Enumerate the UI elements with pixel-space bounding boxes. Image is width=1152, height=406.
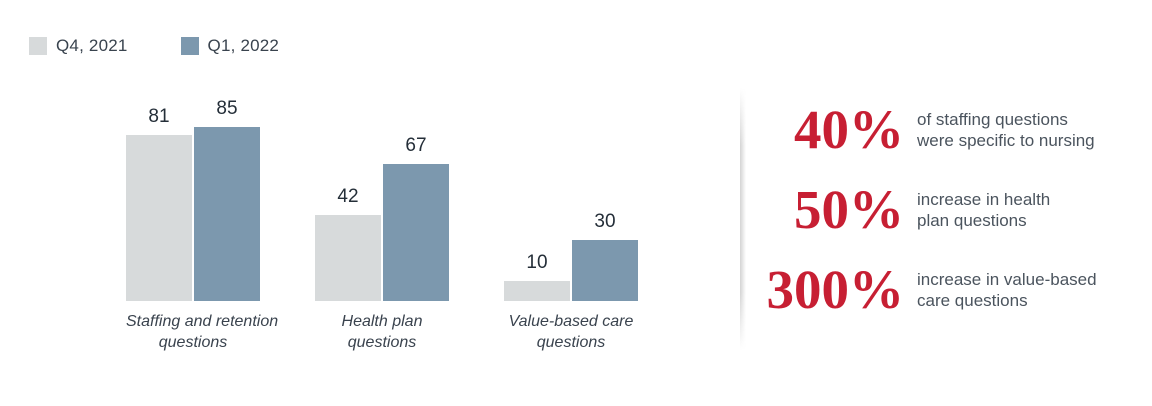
bar-wrap: 85 <box>194 98 260 301</box>
bar-group: 10 30 Value-based care questions <box>504 127 638 353</box>
stat-percentage: 300% <box>766 259 905 320</box>
bar-group: 42 67 Health plan questions <box>315 127 449 353</box>
bar <box>194 127 260 301</box>
stat-description: increase in value-based care questions <box>917 269 1097 310</box>
bar-value-label: 67 <box>405 135 427 156</box>
bar-pair: 42 67 <box>315 127 449 301</box>
stat-percentage: 50% <box>794 179 904 240</box>
bar-wrap: 30 <box>572 211 638 301</box>
bar-wrap: 67 <box>383 135 449 301</box>
bar-value-label: 85 <box>216 98 238 119</box>
bar <box>572 240 638 301</box>
category-label: Staffing and retention questions <box>126 313 279 351</box>
legend-item: Q1, 2022 <box>180 36 280 56</box>
stats-panel: 40% of staffing questions were specific to… <box>756 102 1097 317</box>
bar-pair: 10 30 <box>504 127 638 301</box>
bar-value-label: 81 <box>148 106 170 127</box>
category-label: Value-based care questions <box>508 313 634 351</box>
legend-label: Q1, 2022 <box>207 36 280 55</box>
chart-legend: Q4, 2021 Q1, 2022 <box>29 36 279 56</box>
stat-row: 50% increase in health plan questions <box>756 182 1097 237</box>
vertical-divider <box>740 88 746 350</box>
bar <box>383 164 449 301</box>
legend-item: Q4, 2021 <box>29 36 128 56</box>
legend-label: Q4, 2021 <box>56 36 128 55</box>
bar-chart: 81 85 Staffing and retention questions 42 67 H… <box>126 98 638 353</box>
bar-value-label: 42 <box>337 186 359 207</box>
stat-description: increase in health plan questions <box>917 189 1051 230</box>
bar <box>315 215 381 301</box>
bar-wrap: 81 <box>126 106 192 301</box>
bar-value-label: 10 <box>526 252 548 273</box>
bar <box>504 281 570 301</box>
bar <box>126 135 192 301</box>
bar-wrap: 10 <box>504 252 570 301</box>
legend-swatch-icon <box>180 37 199 55</box>
bar-pair: 81 85 <box>126 98 260 301</box>
bar-group: 81 85 Staffing and retention questions <box>126 98 279 353</box>
category-label: Health plan questions <box>341 313 423 351</box>
stat-row: 300% increase in value-based care question… <box>756 262 1097 317</box>
bar-wrap: 42 <box>315 186 381 301</box>
stat-percentage: 40% <box>794 99 904 160</box>
legend-swatch-icon <box>29 37 47 55</box>
stat-description: of staffing questions were specific to nu… <box>917 109 1095 150</box>
stat-row: 40% of staffing questions were specific to… <box>756 102 1097 157</box>
bar-value-label: 30 <box>594 211 616 232</box>
